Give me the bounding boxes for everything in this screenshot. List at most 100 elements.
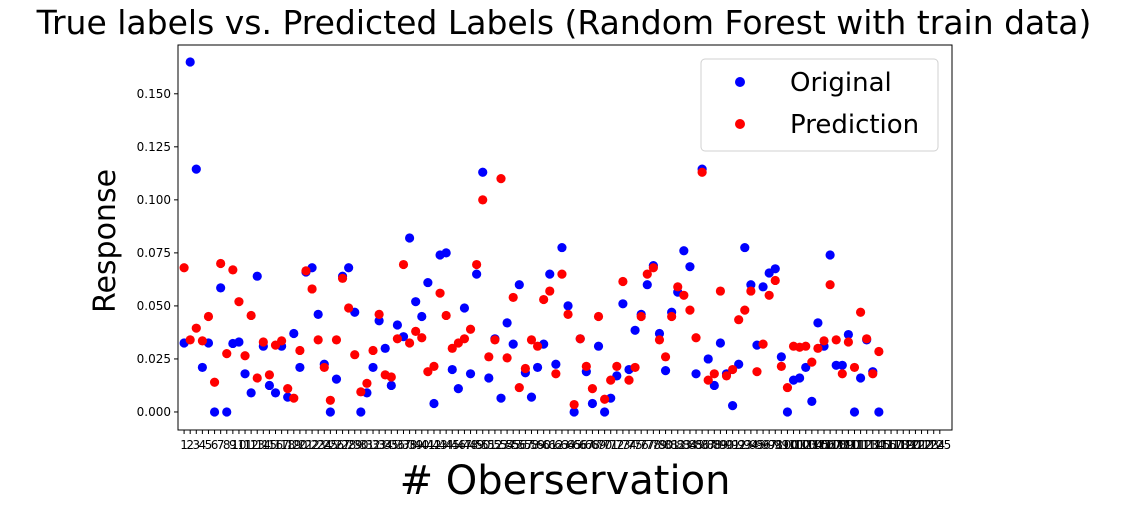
x-tick-label: 3 [192,438,200,452]
data-point-prediction [575,334,585,344]
data-point-prediction [472,259,482,270]
data-point-original [526,392,537,402]
x-tick-label: 119 [892,438,915,452]
x-tick-label: 87 [701,438,716,452]
data-point-prediction [746,286,756,296]
data-point-original [423,277,433,288]
data-point-original [386,380,396,391]
data-point-original [545,269,555,279]
data-point-prediction [636,311,646,322]
data-point-prediction [551,369,561,379]
data-point-prediction [862,334,872,344]
x-tick-label: 38 [402,438,417,452]
data-point-prediction [301,266,311,276]
data-point-original [465,369,476,379]
x-tick-label: 116 [874,438,897,452]
x-tick-label: 67 [579,438,594,452]
x-tick-label: 86 [694,438,709,452]
legend-box [700,58,939,152]
x-tick-label: 23 [311,438,326,452]
data-point-original [630,325,640,335]
x-tick-label: 66 [573,438,588,452]
data-point-original [459,303,470,313]
data-point-original [727,401,738,411]
x-tick-label: 105 [806,438,829,452]
x-tick-label: 111 [843,438,866,452]
data-point-original [240,369,250,379]
data-point-original [313,309,323,319]
data-point-prediction [654,335,665,345]
x-tick-label: 110 [837,438,860,452]
data-point-prediction [185,335,195,345]
x-tick-label: 63 [554,438,569,452]
data-point-original [642,280,652,290]
data-point-prediction [587,384,598,394]
data-point-prediction [435,288,445,298]
data-point-original [849,407,860,417]
x-tick-label: 62 [548,438,563,452]
data-point-prediction [703,375,713,385]
data-point-prediction [228,265,238,275]
data-point-prediction [496,174,506,184]
data-point-original [374,316,384,326]
data-point-original [216,283,226,293]
data-point-prediction [758,339,768,349]
data-point-prediction [801,341,811,351]
data-point-original [368,362,378,373]
data-point-prediction [532,341,543,351]
x-tick-label: 77 [640,438,655,452]
x-tick-label: 84 [682,438,697,452]
legend-label-prediction: Prediction [790,110,919,140]
data-point-prediction [569,399,579,410]
legend-label-original: Original [790,68,892,98]
data-point-original [837,360,847,370]
x-tick-label: 22 [304,438,319,452]
data-point-original [411,297,421,307]
data-point-original [392,320,403,330]
x-tick-label: 26 [329,438,344,452]
data-point-prediction [429,361,439,371]
data-point-prediction [807,357,817,367]
data-point-prediction [715,286,726,296]
x-tick-label: 18 [280,438,295,452]
data-point-prediction [855,307,866,317]
x-tick-label: 39 [408,438,423,452]
x-tick-label: 53 [493,438,508,452]
data-point-prediction [691,333,701,343]
x-tick-label: 11 [237,438,252,452]
x-tick-label: 55 [506,438,521,452]
data-point-original [252,271,262,281]
x-tick-label: 14 [256,438,271,452]
x-tick-label: 124 [922,438,945,452]
data-point-prediction [264,370,275,380]
data-point-prediction [539,294,549,305]
data-point-original [679,246,689,256]
x-tick-label: 45 [445,438,460,452]
legend-marker-prediction [735,119,745,129]
x-tick-label: 78 [646,438,661,452]
x-tick-label: 69 [591,438,606,452]
data-point-prediction [697,167,707,177]
data-point-prediction [411,326,421,336]
data-point-original [618,299,628,309]
data-point-prediction [776,361,786,371]
data-point-prediction [374,309,384,319]
x-tick-label: 8 [223,438,231,452]
x-tick-label: 85 [688,438,703,452]
x-tick-label: 40 [414,438,429,452]
x-tick-label: 109 [831,438,854,452]
data-point-original [715,338,726,348]
data-point-original [874,407,884,417]
data-point-prediction [191,323,201,333]
x-tick-label: 30 [353,438,368,452]
data-point-original [807,396,817,406]
x-tick-label: 32 [365,438,380,452]
data-point-prediction [770,275,780,286]
x-tick-label: 72 [609,438,624,452]
data-point-prediction [837,369,847,379]
data-point-prediction [624,375,634,385]
data-point-prediction [740,305,750,315]
x-tick-label: 83 [676,438,691,452]
data-point-prediction [520,363,530,374]
x-tick-label: 47 [457,438,472,452]
